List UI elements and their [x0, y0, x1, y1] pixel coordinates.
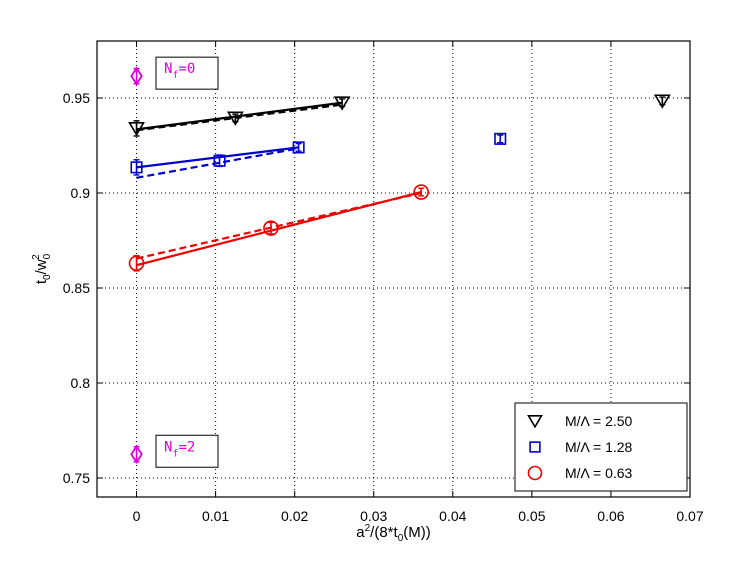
y-axis-label: t0/w02 [31, 253, 53, 284]
data-point-square [130, 161, 143, 174]
reference-label-box [155, 434, 219, 468]
legend-label: M/Λ = 2.50 [565, 413, 633, 429]
reference-point-diamond [130, 444, 143, 464]
data-point-square [292, 141, 305, 154]
y-tick-label: 0.85 [63, 280, 90, 296]
plot-frame [96, 40, 691, 498]
fit-line-dashed-1 [136, 147, 299, 179]
legend-label: M/Λ = 1.28 [565, 439, 633, 455]
legend-marker-circle [527, 465, 543, 481]
data-point-square [494, 132, 507, 145]
y-tick-label: 0.8 [71, 375, 91, 391]
error-bar [418, 187, 425, 197]
axis-ticks: 0 0.01 0.02 0.03 0.04 0.05 0.06 0.07 0.75 0.8 0.85… [63, 41, 704, 524]
legend: M/Λ = 2.50 M/Λ = 1.28 M/Λ = 0.63 [514, 402, 688, 492]
reference-label: Nf=0 [164, 61, 195, 81]
data-point-circle [413, 184, 429, 200]
data-point-triangle-down [128, 122, 145, 137]
data-points [128, 94, 671, 272]
data-point-triangle-down [653, 94, 671, 109]
data-point-triangle-down [226, 111, 244, 126]
fit-line-dashed-2 [136, 191, 422, 260]
legend-marker-triangle-down [527, 414, 543, 429]
y-tick-label: 0.95 [63, 90, 90, 106]
x-tick-label: 0 [133, 508, 141, 524]
error-bar [267, 221, 274, 235]
x-tick-label: 0.05 [518, 508, 545, 524]
error-bar [497, 134, 504, 144]
fit-line-solid-1 [136, 146, 299, 169]
x-tick-label: 0.02 [281, 508, 308, 524]
legend-box [514, 402, 688, 492]
x-tick-label: 0.04 [439, 508, 466, 524]
reference-point-diamond [130, 66, 143, 86]
x-tick-label: 0.01 [202, 508, 229, 524]
x-axis-label: a2/(8*t0(M)) [356, 523, 430, 544]
data-point-circle [263, 220, 279, 236]
reference-label-box [155, 56, 219, 90]
legend-marker-square [529, 441, 541, 453]
reference-points: Nf=0 Nf=2 [130, 56, 219, 468]
legend-label: M/Λ = 0.63 [565, 465, 633, 481]
legend-entries: M/Λ = 2.50 M/Λ = 1.28 M/Λ = 0.63 [527, 413, 633, 481]
data-point-triangle-down [333, 96, 351, 111]
data-point-square [213, 154, 226, 167]
error-bar [295, 142, 302, 152]
reference-label: Nf=2 [164, 439, 195, 459]
y-tick-label: 0.75 [63, 470, 90, 486]
x-tick-label: 0.07 [676, 508, 703, 524]
data-point-circle [128, 255, 145, 272]
x-tick-label: 0.03 [360, 508, 387, 524]
x-tick-label: 0.06 [597, 508, 624, 524]
y-tick-label: 0.9 [71, 185, 91, 201]
